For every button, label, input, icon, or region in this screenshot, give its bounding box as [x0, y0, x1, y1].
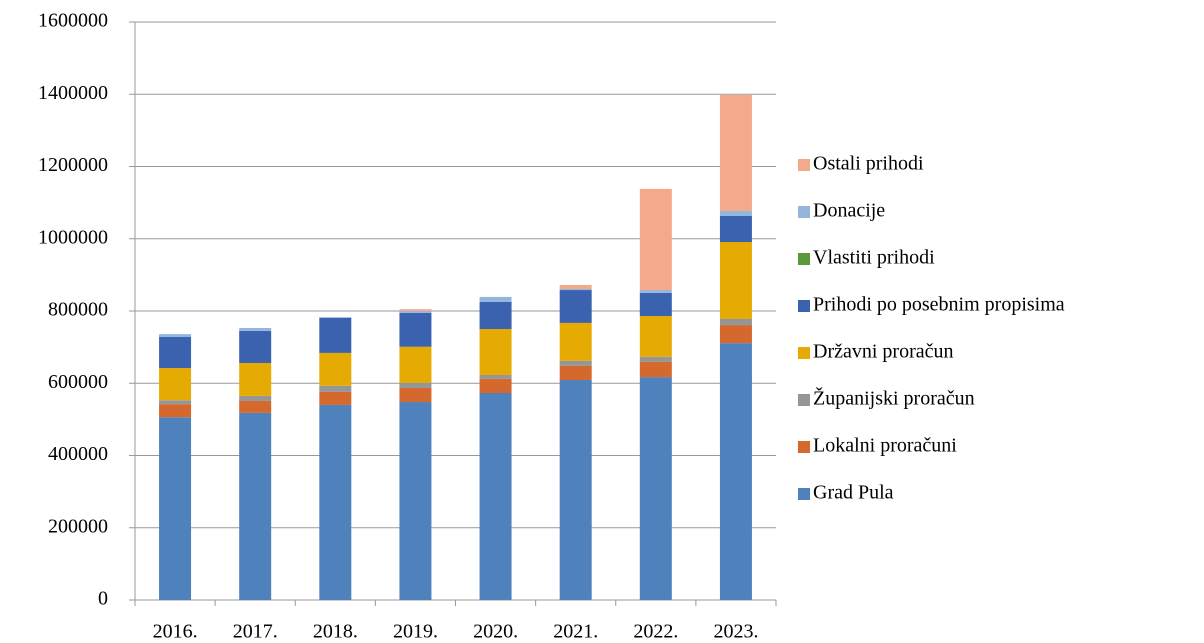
y-tick-label: 1400000 [38, 82, 108, 104]
legend-swatch [798, 441, 810, 453]
legend-label: Županijski proračun [813, 387, 975, 410]
y-tick-label: 600000 [48, 371, 108, 393]
bar-segment [479, 393, 512, 600]
bar-segment [559, 290, 592, 323]
bar-segment [639, 290, 672, 293]
bar-segment [559, 288, 592, 291]
legend-label: Lokalni proračuni [813, 435, 957, 457]
bar-segment [239, 327, 272, 331]
bar-segment [559, 284, 592, 289]
y-tick-label: 800000 [48, 299, 108, 321]
bar-segment [399, 309, 432, 311]
bar-segment [399, 311, 432, 313]
legend-swatch [798, 253, 810, 265]
legend-label: Vlastiti prihodi [813, 247, 935, 269]
legend-swatch [798, 347, 810, 359]
bar-segment [159, 337, 192, 369]
legend-swatch [798, 206, 810, 218]
bar-segment [159, 400, 192, 405]
bar-segment [399, 346, 432, 383]
bar-segment [719, 325, 752, 344]
bar-segment [319, 317, 352, 318]
bar-segment [319, 404, 352, 600]
x-tick-label: 2018. [313, 621, 358, 643]
bar-segment [319, 352, 352, 386]
bar-segment [239, 412, 272, 600]
bar-segment [559, 360, 592, 366]
bar-segment [639, 316, 672, 357]
bar-segment [719, 94, 752, 211]
legend-label: Prihodi po posebnim propisima [813, 294, 1065, 316]
bar-segment [479, 329, 512, 375]
bar-segment [399, 387, 432, 403]
bar-segment [719, 242, 752, 319]
bar-segment [639, 377, 672, 600]
x-tick-label: 2017. [233, 621, 278, 643]
bar-segment [639, 356, 672, 362]
bar-segment [399, 312, 432, 347]
bar-segment [559, 322, 592, 361]
bar-segment [719, 210, 752, 216]
bar-segment [719, 215, 752, 243]
legend-swatch [798, 300, 810, 312]
legend-swatch [798, 394, 810, 406]
bar-segment [479, 378, 512, 394]
bar-segment [639, 188, 672, 291]
y-tick-label: 1600000 [38, 10, 108, 32]
bar-segment [239, 400, 272, 413]
legend-swatch [798, 159, 810, 171]
bar-segment [159, 404, 192, 418]
legend-label: Donacije [813, 200, 885, 222]
y-tick-label: 1200000 [38, 154, 108, 176]
legend-swatch [798, 488, 810, 500]
y-tick-label: 1000000 [38, 226, 108, 248]
y-tick-label: 0 [98, 588, 108, 610]
bar-segment [319, 391, 352, 405]
x-tick-label: 2022. [633, 621, 678, 643]
bar-segment [639, 361, 672, 378]
bar-segment [159, 368, 192, 401]
x-tick-label: 2019. [393, 621, 438, 643]
x-tick-label: 2021. [553, 621, 598, 643]
bar-segment [559, 379, 592, 600]
bar-segment [159, 417, 192, 600]
bar-segment [399, 382, 432, 388]
legend-label: Ostali prihodi [813, 153, 924, 175]
bar-segment [719, 343, 752, 600]
y-tick-label: 200000 [48, 515, 108, 537]
bar-segment [479, 301, 512, 330]
y-tick-label: 400000 [48, 443, 108, 465]
x-tick-label: 2016. [153, 621, 198, 643]
bar-segment [159, 334, 192, 338]
bar-segment [479, 296, 512, 302]
bar-segment [479, 374, 512, 379]
bar-segment [559, 365, 592, 380]
legend-label: Državni proračun [813, 341, 954, 363]
bar-segment [319, 385, 352, 392]
bar-segment [719, 318, 752, 326]
bar-segment [639, 292, 672, 317]
bar-segment [399, 402, 432, 600]
bar-segment [239, 330, 272, 364]
bar-segment [239, 363, 272, 396]
legend-label: Grad Pula [813, 482, 894, 504]
x-tick-label: 2020. [473, 621, 518, 643]
bar-segment [319, 317, 352, 353]
bar-segment [239, 395, 272, 401]
x-tick-label: 2023. [713, 621, 758, 643]
